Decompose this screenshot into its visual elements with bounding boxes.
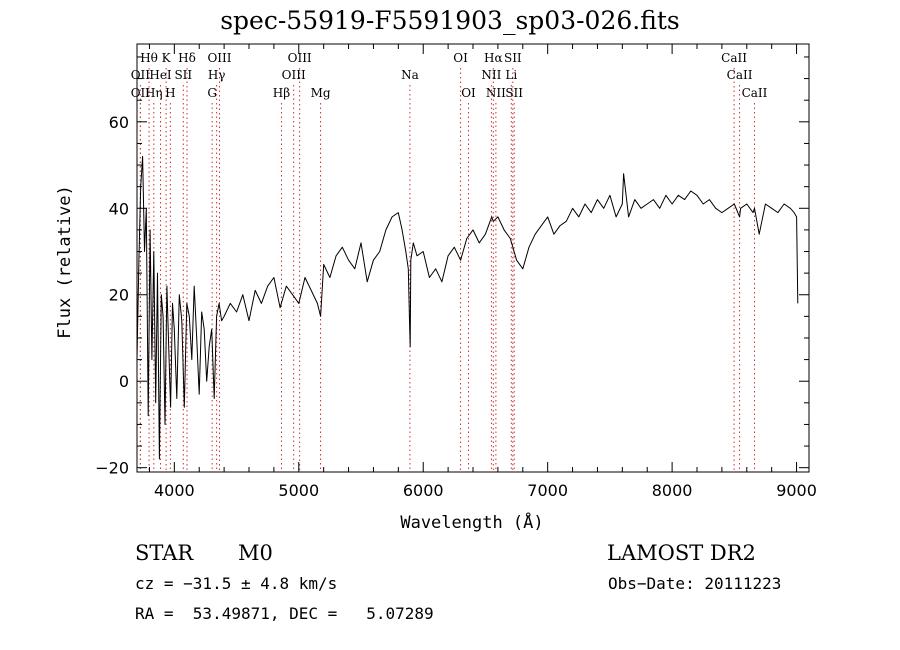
y-tick-label: 20 bbox=[109, 286, 129, 305]
x-tick-label: 4000 bbox=[154, 481, 195, 500]
object-class: STAR bbox=[135, 541, 194, 565]
spectral-line-label: CaII bbox=[721, 51, 747, 65]
axis-tick-labels: 4000 5000 6000 7000 8000 9000 −20 0 20 40 60 bbox=[95, 113, 817, 500]
spectral-line-label: OIII bbox=[282, 68, 306, 82]
spectrum-line bbox=[136, 155, 799, 460]
survey-name: LAMOST DR2 bbox=[607, 541, 756, 565]
spectral-line-label: Hθ bbox=[140, 51, 158, 65]
spectral-line-label: Hδ bbox=[178, 51, 196, 65]
redshift-cz: cz = −31.5 ± 4.8 km/s bbox=[135, 574, 338, 593]
spectral-line-label: Mg bbox=[311, 86, 331, 100]
y-tick-label: 60 bbox=[109, 113, 129, 132]
y-tick-label: 0 bbox=[119, 372, 129, 391]
spectral-line-label: HeI bbox=[149, 68, 172, 82]
x-axis-label: Wavelength (Å) bbox=[400, 511, 543, 533]
spectral-line-label: Hη bbox=[145, 86, 163, 100]
y-tick-label: 40 bbox=[109, 199, 129, 218]
spectral-line-label: OI bbox=[461, 86, 476, 100]
spectral-line-label: OII bbox=[131, 68, 151, 82]
spectral-line-label: NII bbox=[486, 86, 506, 100]
x-tick-label: 9000 bbox=[776, 481, 817, 500]
spectral-line-label: Hγ bbox=[208, 68, 226, 82]
spectral-line-label: Li bbox=[505, 68, 517, 82]
spectral-line-label: OIII bbox=[207, 51, 231, 65]
spectral-line-label: SII bbox=[505, 86, 523, 100]
spectral-line-label: CaII bbox=[727, 68, 753, 82]
spectral-line-label: OII bbox=[131, 86, 151, 100]
object-subclass: M0 bbox=[238, 541, 273, 565]
coordinates: RA = 53.49871, DEC = 5.07289 bbox=[135, 604, 434, 623]
y-axis-label: Flux (relative) bbox=[55, 185, 75, 339]
spectrum-layer bbox=[136, 155, 799, 460]
axis-ticks bbox=[137, 44, 809, 472]
spectral-line-label: NII bbox=[481, 68, 501, 82]
spectral-line-label: Hα bbox=[484, 51, 503, 65]
observation-date: Obs−Date: 20111223 bbox=[608, 574, 782, 593]
spectral-line-label: Na bbox=[401, 68, 419, 82]
spectral-line-label: K bbox=[162, 51, 172, 65]
x-tick-label: 8000 bbox=[652, 481, 693, 500]
spectral-line-markers bbox=[139, 68, 755, 472]
spectral-line-label: Hβ bbox=[273, 86, 290, 100]
spectral-line-label: OI bbox=[453, 51, 468, 65]
spectral-line-label: SII bbox=[174, 68, 192, 82]
x-tick-label: 5000 bbox=[278, 481, 319, 500]
spectral-line-label: OIII bbox=[288, 51, 312, 65]
spectral-line-label: CaII bbox=[742, 86, 768, 100]
x-tick-label: 6000 bbox=[403, 481, 444, 500]
spectral-line-label: H bbox=[165, 86, 175, 100]
plot-frame bbox=[136, 43, 810, 473]
x-tick-label: 7000 bbox=[527, 481, 568, 500]
spectral-line-label: SII bbox=[504, 51, 522, 65]
chart-title: spec-55919-F5591903_sp03-026.fits bbox=[220, 6, 680, 35]
y-tick-label: −20 bbox=[95, 459, 129, 478]
spectral-line-label: G bbox=[207, 86, 217, 100]
